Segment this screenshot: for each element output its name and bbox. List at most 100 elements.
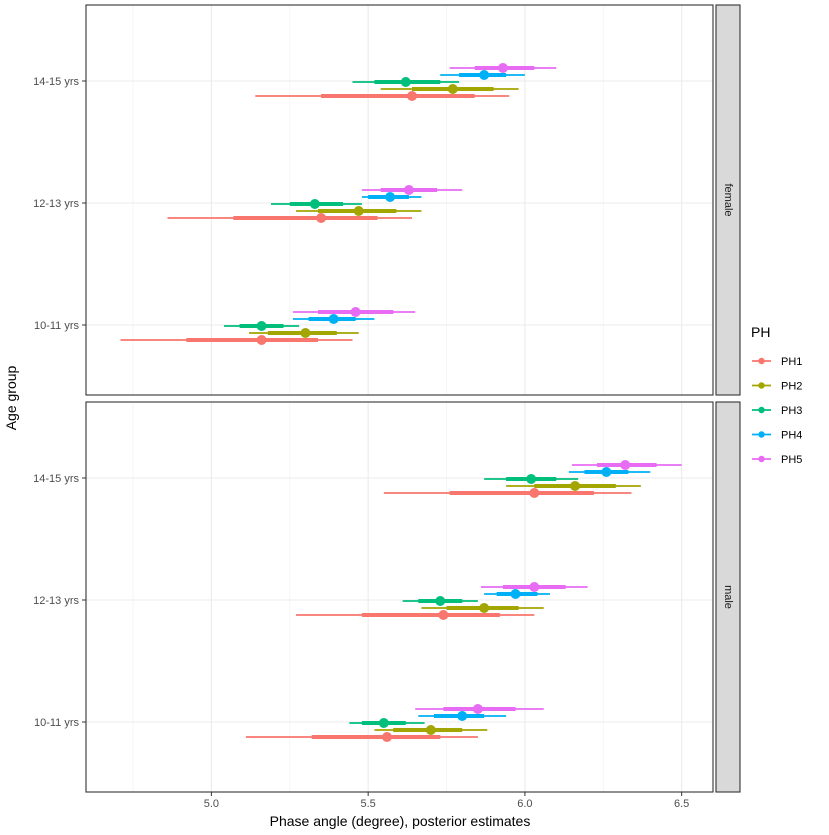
facet-strip xyxy=(715,4,741,396)
point-estimate xyxy=(570,481,581,491)
point-estimate xyxy=(526,474,537,484)
point-estimate xyxy=(510,589,521,599)
panel-background xyxy=(86,402,713,792)
legend: PH PH1 PH2 PH3 PH4 PH5 xyxy=(751,324,802,466)
y-tick-label-10-11-yrs: 10-11 yrs xyxy=(34,320,80,332)
point-estimate xyxy=(316,213,327,223)
panel-background xyxy=(86,5,713,395)
legend-item-ph1: PH1 xyxy=(752,356,802,368)
x-axis: 5.0 5.5 6.0 6.5 xyxy=(204,792,689,810)
legend-item-ph2: PH2 xyxy=(752,381,802,393)
estimate-female-14-15-yrs-ph2 xyxy=(380,84,519,94)
estimate-female-10-11-yrs-ph5 xyxy=(292,307,416,317)
estimate-male-14-15-yrs-ph1 xyxy=(383,488,632,498)
y-tick-label-14-15-yrs: 14-15 yrs xyxy=(33,76,79,88)
panel-border xyxy=(85,4,714,396)
estimate-female-12-13-yrs-ph2 xyxy=(296,206,422,216)
point-estimate xyxy=(353,206,364,216)
point-estimate xyxy=(350,307,361,317)
legend-key-point xyxy=(758,357,765,365)
estimate-female-10-11-yrs-ph3 xyxy=(223,321,300,331)
estimate-male-10-11-yrs-ph3 xyxy=(349,718,425,728)
point-estimate xyxy=(256,321,267,331)
panel-female: 14-15 yrs 12-13 yrs 10-11 yrs female xyxy=(33,4,741,396)
legend-label: PH4 xyxy=(781,430,802,442)
estimate-male-12-13-yrs-ph2 xyxy=(421,603,544,613)
point-estimate xyxy=(479,70,490,80)
legend-key-point xyxy=(758,455,765,463)
legend-keys: PH1 PH2 PH3 PH4 PH5 xyxy=(752,356,802,466)
estimate-female-10-11-yrs-ph4 xyxy=(292,314,375,324)
estimate-male-12-13-yrs-ph5 xyxy=(481,582,588,592)
point-estimate xyxy=(403,185,414,195)
point-estimate xyxy=(472,704,483,714)
x-tick-label: 5.5 xyxy=(361,798,376,810)
panel-male: 14-15 yrs 12-13 yrs 10-11 yrs male xyxy=(33,401,741,793)
y-tick-label-12-13-yrs: 12-13 yrs xyxy=(33,595,79,607)
point-estimate xyxy=(425,725,436,735)
estimate-male-10-11-yrs-ph4 xyxy=(418,711,507,721)
estimate-male-12-13-yrs-ph1 xyxy=(296,610,535,620)
point-estimate xyxy=(309,199,320,209)
legend-key-point xyxy=(758,406,765,414)
facet-label-female: female xyxy=(722,183,734,216)
y-tick-label-12-13-yrs: 12-13 yrs xyxy=(33,198,79,210)
legend-label: PH2 xyxy=(781,381,802,393)
panel-border xyxy=(85,401,714,793)
estimate-male-14-15-yrs-ph3 xyxy=(484,474,579,484)
estimate-male-10-11-yrs-ph5 xyxy=(415,704,544,714)
point-estimate xyxy=(435,596,446,606)
legend-item-ph4: PH4 xyxy=(752,430,802,442)
point-estimate xyxy=(529,488,540,498)
estimate-female-14-15-yrs-ph3 xyxy=(352,77,460,87)
estimate-male-14-15-yrs-ph5 xyxy=(571,460,682,470)
point-estimate xyxy=(457,711,468,721)
y-tick-label-10-11-yrs: 10-11 yrs xyxy=(34,717,80,729)
point-estimate xyxy=(328,314,339,324)
facet-strip xyxy=(715,401,741,793)
estimate-female-10-11-yrs-ph1 xyxy=(120,335,353,345)
estimate-female-12-13-yrs-ph4 xyxy=(361,192,422,202)
legend-label: PH3 xyxy=(781,405,802,417)
estimate-female-12-13-yrs-ph3 xyxy=(270,199,362,209)
legend-key-point xyxy=(758,382,765,389)
x-tick-label: 5.0 xyxy=(204,798,219,810)
point-estimate xyxy=(300,328,311,338)
estimate-female-14-15-yrs-ph1 xyxy=(255,91,510,101)
legend-item-ph5: PH5 xyxy=(752,454,802,466)
legend-title: PH xyxy=(751,324,770,340)
estimate-female-12-13-yrs-ph1 xyxy=(167,213,413,223)
point-estimate xyxy=(438,610,449,620)
point-estimate xyxy=(256,335,267,345)
point-estimate xyxy=(529,582,540,592)
estimate-male-10-11-yrs-ph2 xyxy=(374,725,488,735)
estimate-female-10-11-yrs-ph2 xyxy=(249,328,359,338)
estimate-female-12-13-yrs-ph5 xyxy=(361,185,463,195)
legend-label: PH5 xyxy=(781,454,802,466)
point-estimate xyxy=(381,732,392,742)
point-estimate xyxy=(378,718,389,728)
estimate-male-14-15-yrs-ph2 xyxy=(506,481,641,491)
point-estimate xyxy=(497,63,508,73)
y-tick-label-14-15-yrs: 14-15 yrs xyxy=(33,473,79,485)
x-tick-label: 6.5 xyxy=(674,798,689,810)
point-estimate xyxy=(447,84,458,94)
legend-key-point xyxy=(758,431,765,438)
x-tick-label: 6.0 xyxy=(517,798,532,810)
estimate-female-14-15-yrs-ph4 xyxy=(440,70,525,80)
legend-label: PH1 xyxy=(781,356,802,368)
x-axis-title: Phase angle (degree), posterior estimate… xyxy=(270,813,531,829)
estimate-female-14-15-yrs-ph5 xyxy=(449,63,557,73)
point-estimate xyxy=(385,192,396,202)
point-estimate xyxy=(620,460,631,470)
estimate-male-12-13-yrs-ph4 xyxy=(484,589,550,599)
point-estimate xyxy=(400,77,411,87)
point-estimate xyxy=(601,467,612,477)
estimate-male-10-11-yrs-ph1 xyxy=(245,732,478,742)
point-estimate xyxy=(479,603,490,613)
y-axis-title: Age group xyxy=(3,365,19,430)
point-estimate xyxy=(407,91,418,101)
facet-label-male: male xyxy=(722,585,734,609)
